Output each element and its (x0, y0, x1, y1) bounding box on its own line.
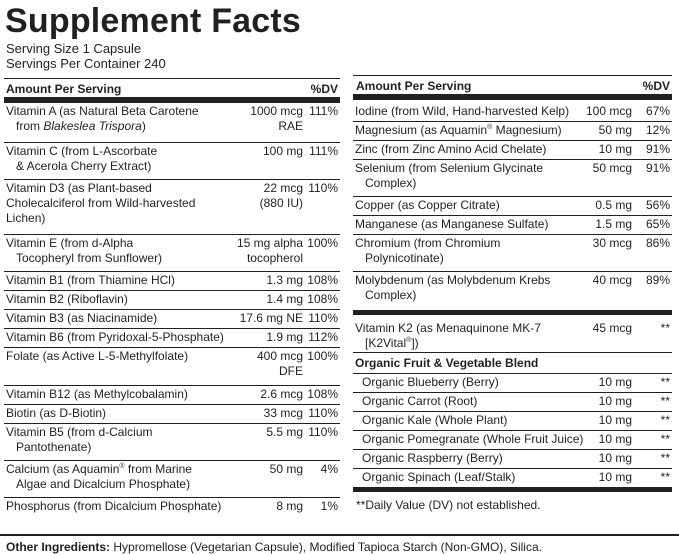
nutrient-row: Iodine (from Wild, Hand-harvested Kelp) … (353, 100, 672, 122)
nutrient-row: Vitamin B5 (from d-Calcium Pantothenate) … (4, 424, 340, 461)
nutrient-row: Vitamin B1 (from Thiamine HCl) 1.3 mg 10… (4, 272, 340, 291)
blend-row: Organic Carrot (Root) 10 mg ** (353, 393, 672, 412)
nutrient-row: Vitamin A (as Natural Beta Carotene from … (4, 103, 340, 143)
serving-info: Serving Size 1 Capsule Servings Per Cont… (6, 41, 166, 71)
divider (0, 534, 679, 536)
vitamin-k2-row: Vitamin K2 (as Menaquinone MK-7 [K2Vital®… (353, 315, 672, 353)
servings-per-container: Servings Per Container 240 (6, 56, 166, 71)
nutrient-row: Molybdenum (as Molybdenum Krebs Complex) … (353, 272, 672, 315)
blend-row: Organic Kale (Whole Plant) 10 mg ** (353, 412, 672, 431)
nutrient-row: Vitamin B6 (from Pyridoxal-5-Phosphate) … (4, 329, 340, 348)
nutrient-row: Biotin (as D-Biotin) 33 mcg 110% (4, 405, 340, 424)
nutrient-row: Vitamin C (from L-Ascorbate & Acerola Che… (4, 143, 340, 180)
right-column-header: Amount Per Serving %DV (353, 76, 672, 100)
blend-row: Organic Raspberry (Berry) 10 mg ** (353, 450, 672, 469)
nutrient-row: Vitamin D3 (as Plant-based Cholecalcifero… (4, 180, 340, 235)
nutrient-row: Magnesium (as Aquamin® Magnesium) 50 mg … (353, 122, 672, 141)
nutrient-row: Phosphorus (from Dicalcium Phosphate) 8 … (6, 499, 338, 513)
other-ingredients: Other Ingredients: Hypromellose (Vegetar… (6, 540, 542, 554)
nutrient-row: Zinc (from Zinc Amino Acid Chelate) 10 m… (353, 141, 672, 160)
nutrient-row: Vitamin E (from d-Alpha Tocopheryl from S… (4, 235, 340, 272)
nutrient-row: Vitamin B12 (as Methylcobalamin) 2.6 mcg… (4, 386, 340, 405)
blend-title: Organic Fruit & Vegetable Blend (355, 356, 539, 370)
nutrient-row: Manganese (as Manganese Sulfate) 1.5 mg … (353, 216, 672, 235)
nutrient-row: Folate (as Active L-5-Methylfolate) 400 … (4, 348, 340, 386)
nutrient-row: Vitamin B3 (as Niacinamide) 17.6 mg NE 1… (4, 310, 340, 329)
blend-row: Organic Spinach (Leaf/Stalk) 10 mg ** (353, 469, 672, 492)
blend-title-row: Organic Fruit & Vegetable Blend (353, 353, 672, 374)
nutrient-row: Chromium (from Chromium Polynicotinate) 3… (353, 235, 672, 272)
amount-header: Amount Per Serving (356, 79, 472, 93)
serving-size: Serving Size 1 Capsule (6, 41, 142, 56)
right-facts-column: Amount Per Serving %DV Iodine (from Wild… (353, 75, 672, 512)
nutrient-row: Copper (as Copper Citrate) 0.5 mg 56% (353, 197, 672, 216)
blend-row: Organic Blueberry (Berry) 10 mg ** (353, 374, 672, 393)
dv-footnote: **Daily Value (DV) not established. (356, 498, 541, 512)
left-column-header: Amount Per Serving %DV (4, 79, 340, 103)
nutrient-row: Vitamin B2 (Riboflavin) 1.4 mg 108% (4, 291, 340, 310)
left-facts-column: Amount Per Serving %DV Vitamin A (as Nat… (4, 78, 340, 517)
dv-header: %DV (642, 79, 670, 93)
blend-row: Organic Pomegranate (Whole Fruit Juice) … (353, 431, 672, 450)
nutrient-row: Calcium (as Aquamin® from Marine Algae an… (4, 461, 340, 498)
page-title: Supplement Facts (5, 2, 302, 40)
dv-header: %DV (310, 82, 338, 96)
nutrient-row: Selenium (from Selenium Glycinate Complex… (353, 160, 672, 197)
amount-header: Amount Per Serving (6, 82, 122, 96)
